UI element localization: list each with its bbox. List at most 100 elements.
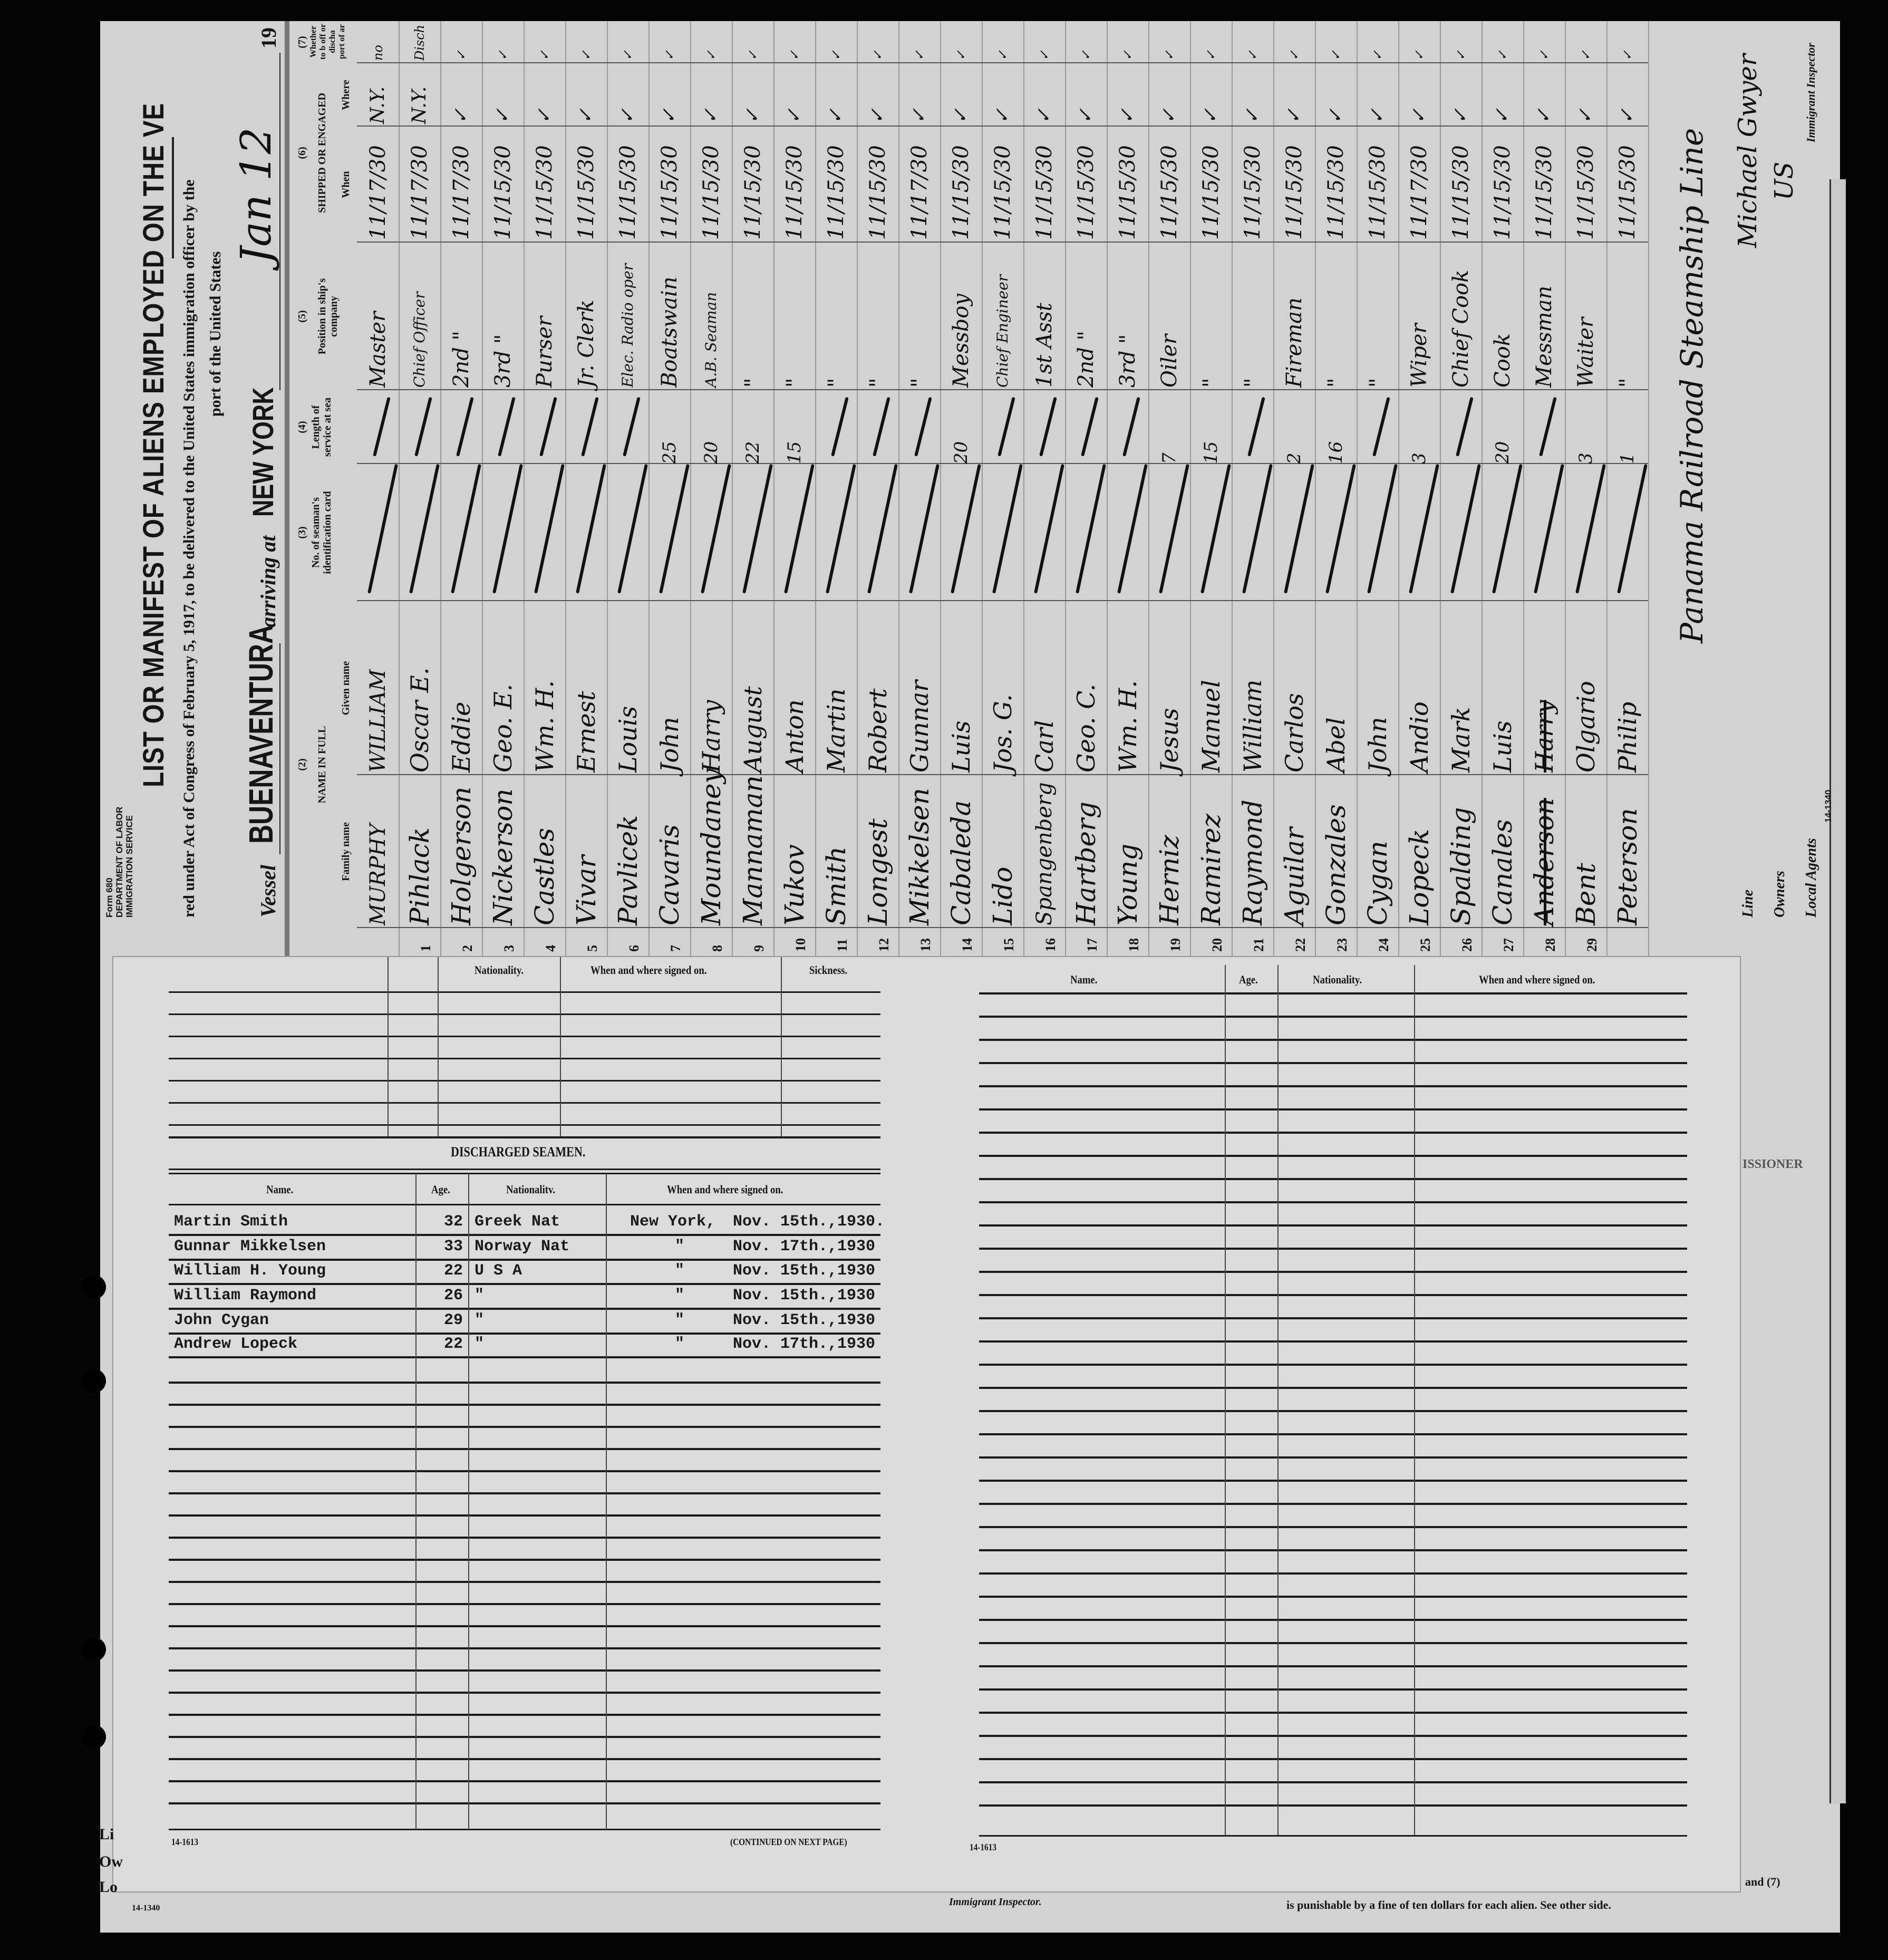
column-divider xyxy=(440,600,482,601)
column-divider xyxy=(1523,600,1565,601)
column-divider xyxy=(690,62,732,63)
shipped-where: ✓ xyxy=(1200,108,1222,124)
service-length-dash xyxy=(581,397,599,457)
family-name: Peterson xyxy=(1612,808,1643,925)
id-card-dash xyxy=(1117,464,1148,594)
discharge-status: ✓ xyxy=(1120,50,1135,61)
ruled-line xyxy=(979,1503,1687,1505)
discharge-status: ✓ xyxy=(1162,50,1177,61)
discharge-status: ✓ xyxy=(995,50,1010,61)
given-name: Eddie xyxy=(447,701,476,773)
column-divider xyxy=(773,242,815,243)
given-name: John xyxy=(655,717,684,773)
header-rule xyxy=(285,21,289,1023)
signed-on-date: Nov. 17th.,1930 xyxy=(733,1335,876,1353)
signed-on-place: " xyxy=(675,1287,685,1305)
form-label: Form 680 DEPARTMENT OF LABOR IMMIGRATION… xyxy=(104,807,134,918)
position: 2nd " xyxy=(1074,331,1098,388)
given-name: Anton xyxy=(780,699,809,773)
signed-on-date: Nov. 15th.,1930 xyxy=(733,1287,876,1305)
ruled-line xyxy=(169,1404,880,1406)
column-divider xyxy=(357,600,399,601)
signed-on-date: Nov. 15th.,1930. xyxy=(733,1213,885,1231)
given-name: Manuel xyxy=(1197,680,1225,773)
shipped-when: 11/15/30 xyxy=(1241,145,1265,240)
seaman-nationality: " xyxy=(475,1335,485,1353)
column-divider xyxy=(940,125,982,127)
column-divider xyxy=(565,125,607,127)
ruled-line xyxy=(979,1039,1687,1041)
row-number: 4 xyxy=(543,945,558,952)
inspector-initials: US xyxy=(1769,161,1799,200)
shipped-where: ✓ xyxy=(950,108,972,124)
col-header-where: Where xyxy=(340,80,352,110)
ruled-line xyxy=(979,1317,1687,1319)
id-card-dash xyxy=(742,464,773,594)
column-divider xyxy=(1482,927,1523,928)
service-length-dash xyxy=(1122,397,1140,457)
ruled-line xyxy=(169,1559,880,1561)
shipped-when: 11/15/30 xyxy=(741,145,765,240)
seaman-nationality: " xyxy=(475,1311,485,1329)
column-divider xyxy=(1273,927,1315,928)
ruled-line xyxy=(979,1085,1687,1087)
column-divider xyxy=(1273,62,1315,63)
given-name: John xyxy=(1363,717,1392,773)
id-card-dash xyxy=(1242,464,1273,594)
column-divider xyxy=(440,389,482,390)
position: Messman xyxy=(1532,285,1556,388)
row-number: 9 xyxy=(751,945,767,952)
column-divider xyxy=(524,600,565,601)
position: Cook xyxy=(1490,333,1515,388)
bottom-rule xyxy=(169,1829,880,1830)
discharge-status: ✓ xyxy=(662,50,677,61)
punch-hole xyxy=(82,1725,106,1749)
ruled-line xyxy=(979,1758,1687,1760)
column-divider xyxy=(1315,927,1357,928)
column-divider xyxy=(1107,125,1148,127)
discharge-status: ✓ xyxy=(1245,50,1260,61)
given-name: Jos. G. xyxy=(989,694,1017,773)
family-name: Ramirez xyxy=(1196,814,1226,925)
ruled-line xyxy=(979,1178,1687,1180)
column-divider xyxy=(357,463,399,464)
col7-number: (7) xyxy=(296,36,308,49)
shipped-where: ✓ xyxy=(492,108,514,124)
column-divider xyxy=(1398,600,1440,601)
family-name: Cygan xyxy=(1362,841,1393,925)
row-number: 22 xyxy=(1293,938,1308,952)
ruled-line xyxy=(169,1714,880,1716)
shipped-when: 11/15/30 xyxy=(1574,145,1598,240)
position: " xyxy=(1241,378,1265,388)
upper-sickness-header: Sickness. xyxy=(809,963,848,977)
column-divider xyxy=(357,774,399,775)
col-header-shipped-engaged: SHIPPED OR ENGAGED xyxy=(316,93,328,213)
shipped-where: ✓ xyxy=(1533,108,1555,124)
column-divider xyxy=(1232,927,1273,928)
family-name: Cabaleda xyxy=(946,800,976,925)
ruled-line xyxy=(979,1248,1687,1250)
service-length: 20 xyxy=(701,441,722,464)
family-name: Mikkelsen xyxy=(904,788,935,925)
family-name: Cavaris xyxy=(654,824,685,925)
column-divider xyxy=(1148,927,1190,928)
continued-note: (CONTINUED ON NEXT PAGE) xyxy=(730,1837,847,1847)
service-length: 2 xyxy=(1284,452,1305,464)
owners-label: Owners xyxy=(1771,871,1788,918)
ruled-line xyxy=(169,1382,880,1384)
id-card-dash xyxy=(1284,464,1314,594)
column-divider xyxy=(524,389,565,390)
double-rule xyxy=(169,1173,880,1174)
column-divider xyxy=(1023,774,1065,775)
ruled-line xyxy=(169,1426,880,1428)
family-name: Gonzales xyxy=(1321,804,1351,925)
id-card-dash xyxy=(1159,464,1189,594)
ruled-line xyxy=(169,1013,880,1015)
shipped-where: ✓ xyxy=(575,108,597,124)
shipped-where: ✓ xyxy=(1575,108,1596,124)
column-divider xyxy=(607,125,648,127)
column-divider xyxy=(482,62,524,63)
seaman-nationality: U S A xyxy=(475,1262,522,1280)
shipped-where: N.Y. xyxy=(409,86,430,124)
right-col-header-when-where: When and where signed on. xyxy=(1479,973,1595,986)
